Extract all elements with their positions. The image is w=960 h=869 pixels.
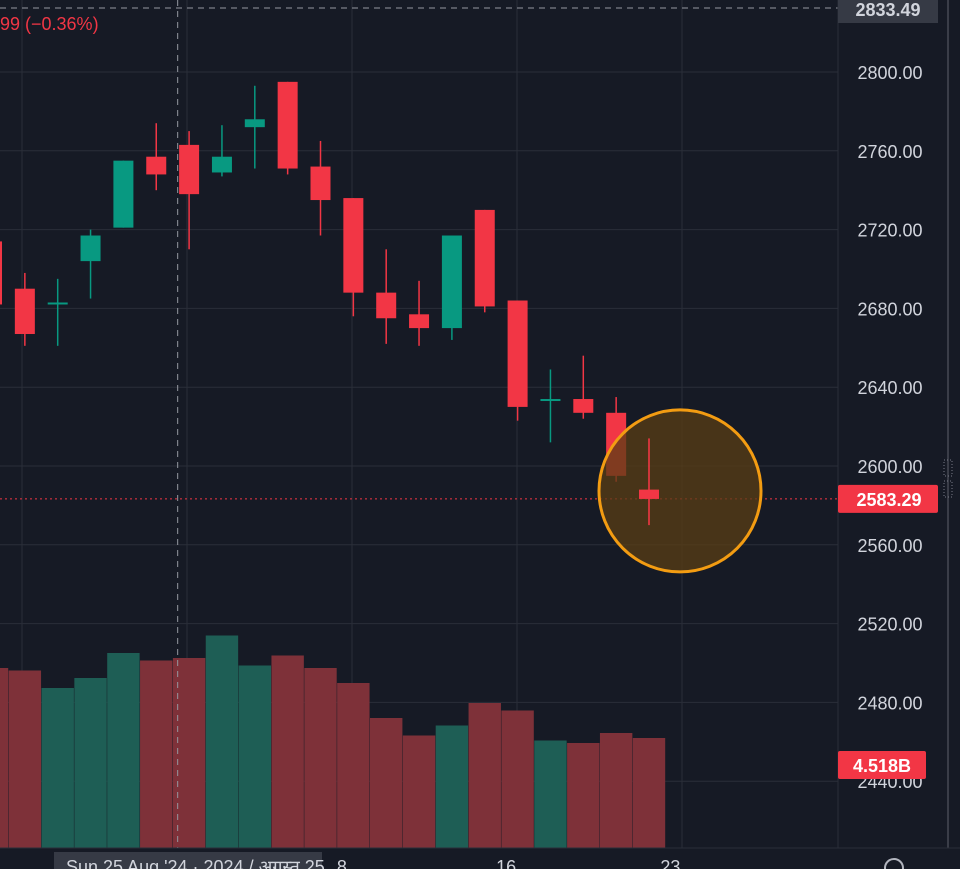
volume-bar xyxy=(0,668,9,848)
y-tick-label: 2800.00 xyxy=(857,63,922,83)
volume-bar xyxy=(435,725,469,848)
candle-body[interactable] xyxy=(441,235,462,329)
candle-body[interactable] xyxy=(343,198,364,293)
crosshair-price-label: 2833.49 xyxy=(855,0,920,20)
candle-body[interactable] xyxy=(146,156,167,175)
volume-label: 4.518B xyxy=(853,756,911,776)
candle-body[interactable] xyxy=(47,302,68,305)
candle-body[interactable] xyxy=(80,235,101,262)
volume-bar xyxy=(534,740,567,848)
volume-bar xyxy=(501,710,534,848)
scale-handle[interactable] xyxy=(943,480,953,498)
volume-bar xyxy=(271,655,304,848)
volume-bar xyxy=(8,670,42,848)
candle-body[interactable] xyxy=(474,209,495,307)
candle-body[interactable] xyxy=(310,166,331,201)
candle-body[interactable] xyxy=(573,399,594,413)
highlight-circle xyxy=(597,408,763,574)
candle-body[interactable] xyxy=(244,119,265,128)
crosshair-date-tag xyxy=(54,852,322,869)
y-tick-label: 2600.00 xyxy=(857,457,922,477)
crosshair-date-label: Sun 25 Aug '24 · 2024 / अगस्त 25 xyxy=(66,857,325,869)
candle-body[interactable] xyxy=(540,399,561,402)
price-axis-panel[interactable] xyxy=(838,0,960,869)
x-tick-label: 23 xyxy=(660,857,680,869)
candle-body[interactable] xyxy=(14,288,35,335)
y-tick-label: 2560.00 xyxy=(857,536,922,556)
y-tick-label: 2480.00 xyxy=(857,693,922,713)
volume-bar xyxy=(205,635,239,848)
y-tick-label: 2640.00 xyxy=(857,378,922,398)
candle-body[interactable] xyxy=(0,241,2,305)
candle-body[interactable] xyxy=(211,156,232,173)
volume-bar xyxy=(172,658,206,848)
volume-bar xyxy=(337,683,370,848)
settings-icon[interactable] xyxy=(884,858,904,869)
candle-body[interactable] xyxy=(179,144,200,195)
candle-body[interactable] xyxy=(113,160,134,228)
volume-bar xyxy=(238,665,271,848)
last-price-tag xyxy=(838,484,938,513)
candle-body[interactable] xyxy=(507,300,528,407)
y-tick-label: 2680.00 xyxy=(857,299,922,319)
y-tick-label: 2760.00 xyxy=(857,142,922,162)
volume-bar xyxy=(632,738,666,848)
volume-bar xyxy=(74,678,107,848)
candle-body[interactable] xyxy=(409,314,430,329)
y-tick-label: 2720.00 xyxy=(857,221,922,241)
volume-bar xyxy=(140,660,173,848)
volume-bar xyxy=(468,703,501,848)
price-change-label: 99 (−0.36%) xyxy=(0,14,99,34)
scale-handle[interactable] xyxy=(943,459,953,477)
volume-bar xyxy=(41,688,74,848)
crosshair-price-tag xyxy=(838,0,938,23)
x-tick-label: 8 xyxy=(337,857,347,869)
volume-bar xyxy=(370,718,403,848)
candle-body[interactable] xyxy=(639,489,659,499)
x-tick-label: 16 xyxy=(496,857,516,869)
volume-bar xyxy=(304,668,337,848)
candle-body[interactable] xyxy=(277,81,298,169)
volume-bar xyxy=(402,735,436,848)
volume-bar xyxy=(567,743,600,848)
volume-tag xyxy=(838,751,926,779)
candle-body[interactable] xyxy=(376,292,397,319)
volume-bar xyxy=(107,653,140,848)
y-tick-label: 2520.00 xyxy=(857,615,922,635)
last-price-label: 2583.29 xyxy=(856,490,921,510)
volume-bar xyxy=(599,733,633,848)
